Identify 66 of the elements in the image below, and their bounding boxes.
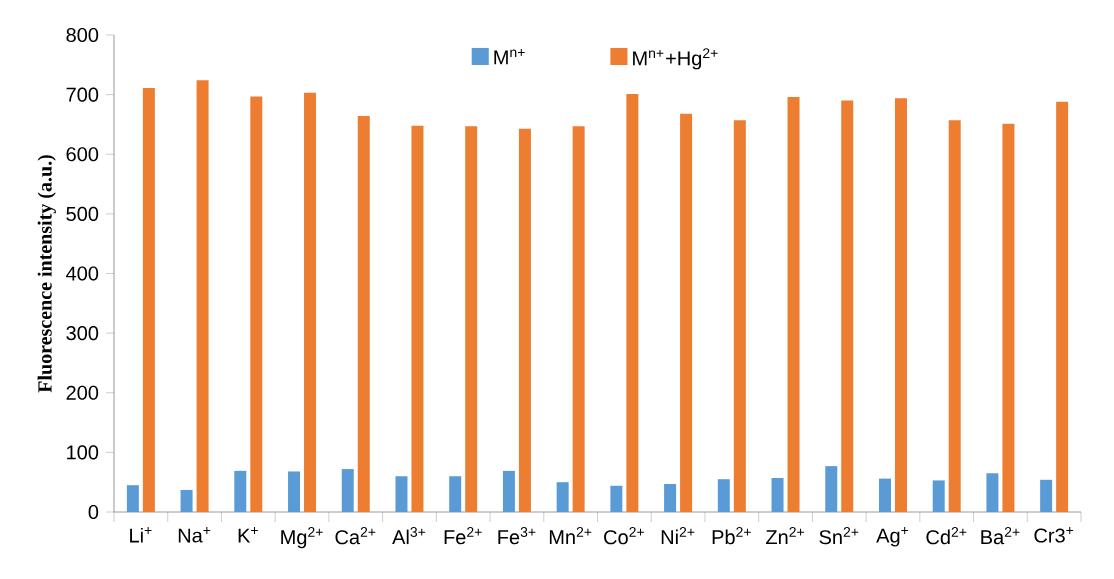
bar: [341, 469, 354, 512]
bar: [572, 126, 585, 512]
bar: [502, 470, 515, 512]
x-tick-label: Cd$^{2+}$: [926, 527, 967, 545]
bar: [733, 120, 746, 512]
bar: [556, 482, 569, 512]
bar: [878, 478, 891, 512]
y-tick-label: 100: [67, 445, 99, 460]
x-tick-label: Sn$^{2+}$: [819, 527, 859, 545]
x-tick-label: Pb$^{2+}$: [712, 527, 751, 545]
bar: [357, 116, 370, 512]
y-tick-label: 200: [66, 385, 99, 400]
y-axis-title: Fluorescence intensity (a.u.): [37, 155, 56, 393]
bar: [680, 113, 693, 512]
bar: [288, 471, 301, 512]
legend-label: M$^{n+}$: [494, 49, 525, 65]
bar: [948, 120, 961, 512]
y-tick-label: 300: [66, 326, 99, 341]
bar: [449, 476, 462, 512]
x-tick-label: K$^{+}$: [238, 527, 258, 543]
x-tick-label: Fe$^{3+}$: [498, 527, 536, 545]
y-tick-label: 700: [66, 87, 99, 102]
bar: [610, 485, 623, 512]
bar: [518, 128, 531, 512]
bar: [234, 470, 247, 512]
y-tick-label: 400: [66, 266, 99, 281]
bar: [180, 489, 193, 512]
bar: [1040, 479, 1053, 512]
bar: [626, 94, 639, 512]
bar: [771, 478, 784, 512]
bar: [841, 100, 854, 512]
x-tick-label: Ag$^{+}$: [876, 527, 909, 547]
y-tick-label: 600: [66, 147, 99, 162]
bar: [787, 97, 800, 512]
y-tick-label: 0: [88, 504, 99, 520]
x-tick-label: Fe$^{2+}$: [444, 527, 482, 545]
bar: [395, 476, 408, 512]
bar: [1002, 123, 1015, 512]
x-tick-label: Mg$^{2+}$: [281, 527, 323, 549]
x-tick-label: Cr3$^{+}$: [1034, 527, 1074, 543]
bar: [142, 88, 155, 512]
x-tick-label: Zn$^{2+}$: [766, 527, 804, 545]
bar: [717, 479, 730, 512]
bar: [411, 125, 424, 512]
bar: [1056, 101, 1069, 512]
x-tick-label: Al$^{3+}$: [392, 527, 426, 545]
x-tick-label: Na$^{+}$: [178, 527, 211, 543]
bar: [894, 98, 907, 512]
legend-label: M$^{n+}$+Hg$^{2+}$: [633, 48, 718, 70]
bar: [664, 483, 677, 512]
x-tick-label: Li$^{+}$: [130, 527, 152, 543]
bar: [465, 126, 478, 512]
bar: [986, 473, 999, 512]
bar: [126, 485, 139, 512]
bar: [825, 466, 838, 512]
bar: [196, 80, 209, 512]
x-tick-label: Ca$^{2+}$: [335, 527, 376, 545]
y-tick-label: 500: [66, 206, 99, 221]
x-tick-label: Co$^{2+}$: [604, 527, 644, 545]
x-tick-label: Mn$^{2+}$: [549, 527, 592, 545]
y-tick-label: 800: [66, 27, 99, 43]
x-tick-label: Ni$^{2+}$: [661, 527, 695, 545]
bar: [932, 480, 945, 512]
bar: [304, 92, 317, 512]
bar: [250, 96, 263, 512]
x-tick-label: Ba$^{2+}$: [981, 527, 1020, 545]
